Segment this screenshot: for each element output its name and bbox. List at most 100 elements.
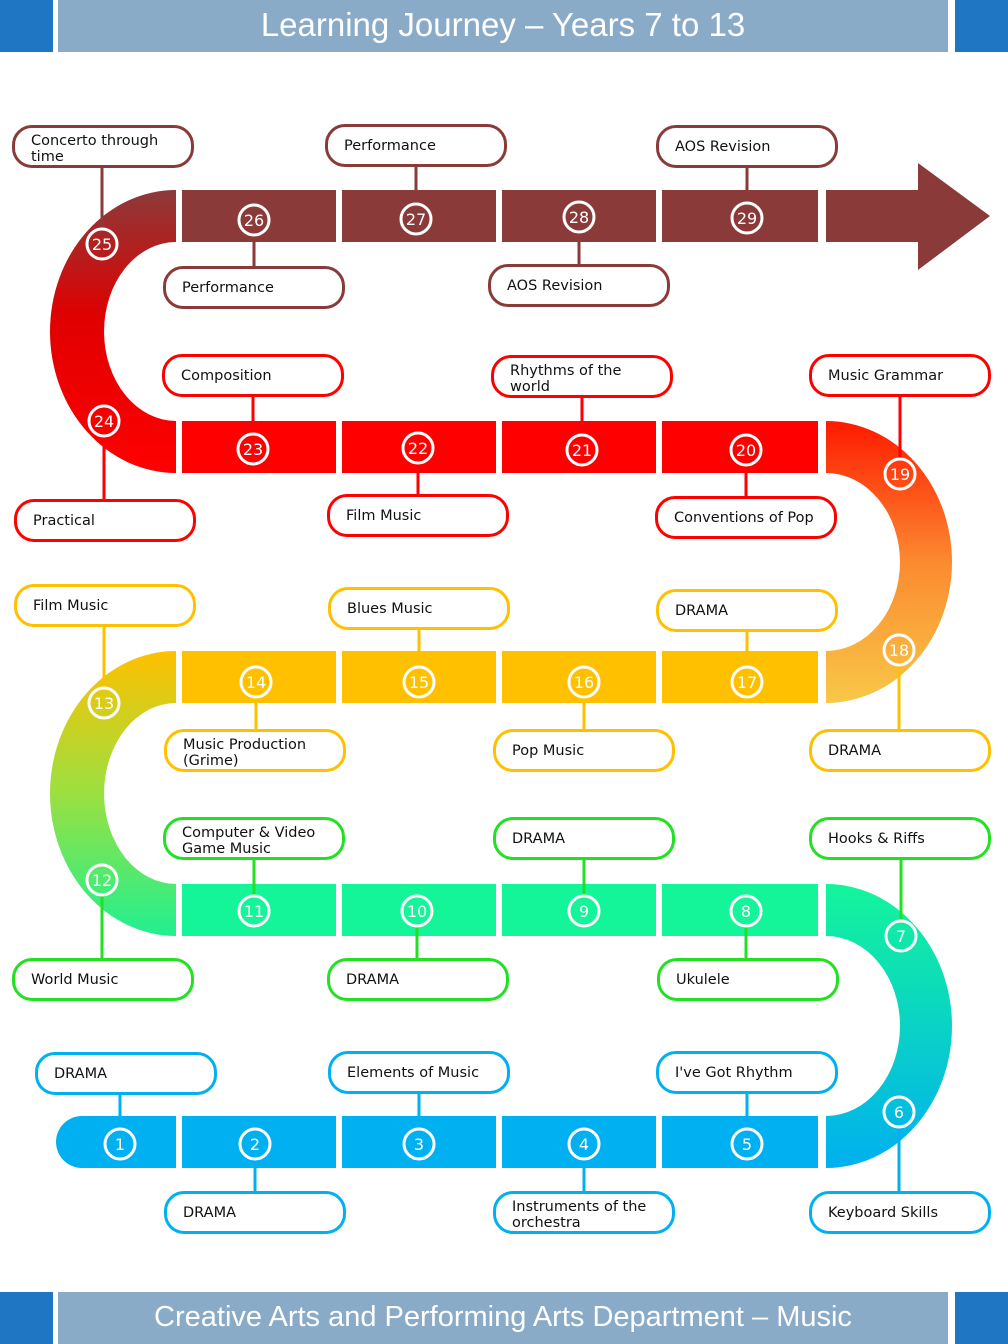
topic-box: Composition: [162, 354, 344, 397]
milestone-number: 28: [569, 208, 589, 227]
milestone-number: 5: [742, 1135, 752, 1154]
milestone-number: 11: [244, 902, 264, 921]
milestone-number: 14: [246, 673, 266, 692]
topic-box: Elements of Music: [328, 1051, 510, 1094]
topic-box: Ukulele: [657, 958, 839, 1001]
milestone-circle: [567, 894, 601, 928]
milestone-circle: [238, 1127, 272, 1161]
topic-label: Ukulele: [676, 972, 730, 988]
road-segment: [502, 884, 656, 936]
topic-label: Computer & Video Game Music: [182, 825, 316, 857]
footer-square-right: [955, 1292, 1008, 1344]
topic-label: DRAMA: [346, 972, 400, 988]
topic-box: Performance: [163, 266, 345, 309]
road-curve: [826, 421, 952, 703]
milestone-number: 27: [406, 210, 426, 229]
topic-label: Conventions of Pop: [674, 510, 814, 526]
topic-box: AOS Revision: [488, 264, 670, 307]
topic-box: I've Got Rhythm: [656, 1051, 838, 1094]
topic-box: Music Grammar: [809, 354, 991, 397]
milestone-circle: [402, 1127, 436, 1161]
topic-label: World Music: [31, 972, 119, 988]
milestone-circle: [237, 894, 271, 928]
milestone-number: 26: [244, 211, 264, 230]
milestone-circle: [565, 433, 599, 467]
topic-label: Concerto through time: [31, 133, 159, 165]
footer-title: Creative Arts and Performing Arts Depart…: [58, 1292, 948, 1344]
topic-box: Practical: [14, 499, 196, 542]
topic-label: Music Grammar: [828, 368, 944, 384]
milestone-circle: [402, 665, 436, 699]
milestone-circle: [730, 1127, 764, 1161]
milestone-number: 25: [92, 235, 112, 254]
topic-box: Conventions of Pop: [655, 496, 837, 539]
milestone-number: 24: [94, 412, 114, 431]
topic-label: Performance: [344, 138, 436, 154]
milestone-number: 18: [889, 641, 909, 660]
topic-label: Keyboard Skills: [828, 1205, 939, 1221]
milestone-circle: [239, 665, 273, 699]
road-segment: [662, 884, 818, 936]
milestone-circle: [399, 202, 433, 236]
road-segment: [662, 190, 818, 242]
milestone-circle: [236, 432, 270, 466]
road-curve: [50, 651, 177, 936]
road-segment: [662, 1116, 818, 1168]
milestone-circle: [85, 863, 119, 897]
milestone-circle: [237, 203, 271, 237]
topic-label: DRAMA: [675, 603, 729, 619]
header-square-left: [0, 0, 53, 52]
topic-label: I've Got Rhythm: [675, 1065, 793, 1081]
milestone-circle: [85, 227, 119, 261]
milestone-circle: [567, 665, 601, 699]
milestone-circle: [562, 200, 596, 234]
milestone-number: 22: [408, 439, 428, 458]
milestone-circle: [729, 433, 763, 467]
milestone-circle: [730, 201, 764, 235]
milestone-circle: [103, 1127, 137, 1161]
milestone-circle: [884, 919, 918, 953]
milestone-number: 8: [741, 902, 751, 921]
topic-label: DRAMA: [54, 1066, 108, 1082]
topic-label: Film Music: [346, 508, 422, 524]
topic-label: Practical: [33, 513, 95, 529]
topic-box: Keyboard Skills: [809, 1191, 991, 1234]
milestone-number: 6: [894, 1103, 904, 1122]
topic-box: Computer & Video Game Music: [163, 817, 345, 860]
milestone-number: 12: [92, 871, 112, 890]
topic-label: DRAMA: [183, 1205, 237, 1221]
topic-box: Music Production (Grime): [164, 729, 346, 772]
milestone-number: 4: [579, 1135, 589, 1154]
topic-label: Hooks & Riffs: [828, 831, 925, 847]
milestone-number: 1: [115, 1135, 125, 1154]
milestone-number: 20: [736, 441, 756, 460]
topic-box: Film Music: [14, 584, 196, 627]
topic-box: Hooks & Riffs: [809, 817, 991, 860]
milestone-circle: [730, 665, 764, 699]
road-segment: [182, 884, 336, 936]
topic-label: Instruments of the orchestra: [512, 1199, 647, 1231]
milestone-circle: [401, 431, 435, 465]
milestone-number: 16: [574, 673, 594, 692]
topic-label: Performance: [182, 280, 274, 296]
header-square-right: [955, 0, 1008, 52]
topic-label: DRAMA: [828, 743, 882, 759]
milestone-circle: [883, 457, 917, 491]
milestone-circle: [882, 633, 916, 667]
topic-box: DRAMA: [164, 1191, 346, 1234]
topic-box: DRAMA: [493, 817, 675, 860]
milestone-number: 29: [737, 209, 757, 228]
topic-box: Blues Music: [328, 587, 510, 630]
milestone-number: 2: [250, 1135, 260, 1154]
topic-label: Film Music: [33, 598, 109, 614]
topic-box: Concerto through time: [12, 125, 194, 168]
road-segment: [502, 651, 656, 703]
topic-box: DRAMA: [809, 729, 991, 772]
road-segment: [182, 651, 336, 703]
milestone-circle: [87, 404, 121, 438]
milestone-number: 19: [890, 465, 910, 484]
topic-box: Rhythms of the world: [491, 355, 673, 398]
milestone-circle: [882, 1095, 916, 1129]
milestone-number: 13: [94, 694, 114, 713]
